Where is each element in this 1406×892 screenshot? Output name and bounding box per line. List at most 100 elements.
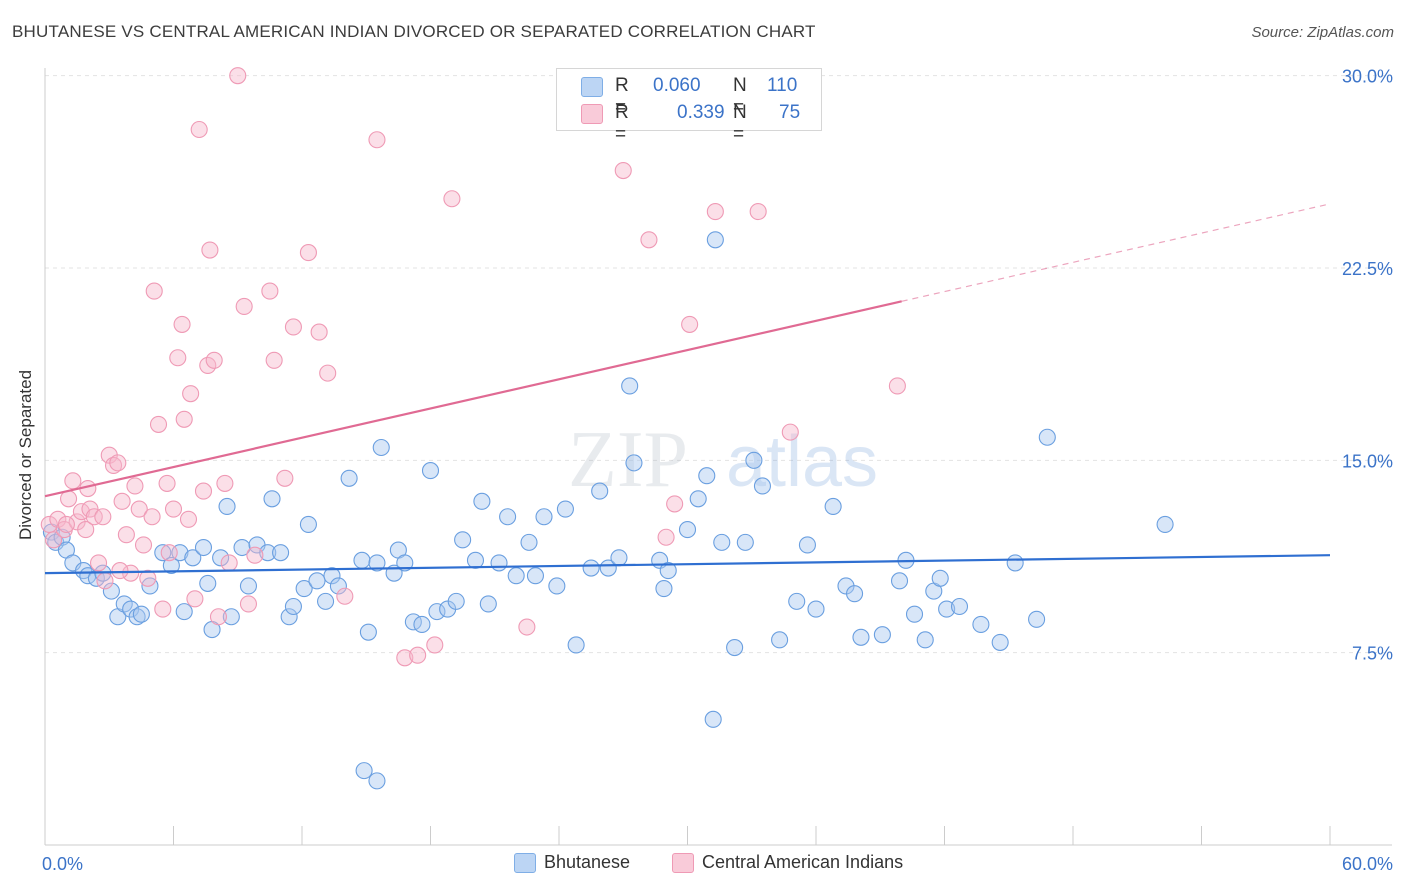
data-point <box>372 438 390 457</box>
data-point <box>175 410 193 428</box>
data-point <box>1156 515 1174 533</box>
data-point <box>299 515 317 533</box>
data-point <box>771 631 789 649</box>
data-point <box>57 515 75 533</box>
data-point <box>317 592 335 610</box>
data-point <box>781 423 799 441</box>
watermark: ZIP atlas <box>568 416 878 504</box>
legend-r-value: 0.339 <box>677 102 725 123</box>
data-point <box>64 472 82 490</box>
data-point <box>666 495 684 513</box>
data-point <box>175 603 193 621</box>
bottom-legend-swatch-bhutanese <box>514 853 536 873</box>
data-point <box>409 646 427 664</box>
data-point <box>706 203 724 221</box>
data-point <box>102 582 120 600</box>
data-point <box>222 608 240 626</box>
data-point <box>428 603 446 621</box>
data-point <box>162 556 180 575</box>
data-point <box>113 492 131 510</box>
legend-n-value: 110 <box>767 75 798 96</box>
data-point <box>938 600 956 618</box>
data-point <box>454 531 472 549</box>
data-point <box>359 623 377 641</box>
data-point <box>599 559 617 577</box>
source-label: Source: ZipAtlas.com <box>1251 24 1394 41</box>
data-point <box>218 497 236 516</box>
data-point <box>473 492 491 510</box>
data-point <box>186 590 204 608</box>
data-point <box>1038 428 1056 446</box>
data-point <box>447 592 465 610</box>
data-point <box>45 531 63 549</box>
data-point <box>591 482 609 500</box>
data-point <box>479 595 497 613</box>
data-point <box>888 377 906 395</box>
data-point <box>749 203 767 221</box>
data-point <box>239 577 258 595</box>
data-point <box>284 318 302 336</box>
data-point <box>582 559 600 577</box>
data-point <box>655 579 673 598</box>
data-point <box>873 626 891 644</box>
data-point <box>190 120 208 139</box>
y-tick-label: 30.0% <box>1342 67 1393 87</box>
data-point <box>216 474 234 492</box>
data-point <box>798 536 816 554</box>
data-point <box>143 508 161 526</box>
data-point <box>704 710 722 728</box>
data-point <box>1028 610 1046 628</box>
data-point <box>263 490 281 508</box>
legend-swatch-bhutanese <box>581 77 603 97</box>
data-point <box>788 592 806 610</box>
data-point <box>194 538 213 557</box>
data-point <box>753 477 772 495</box>
data-point <box>89 554 108 572</box>
data-point <box>164 500 183 518</box>
data-point <box>413 615 431 634</box>
legend-n-label: N = <box>733 75 747 118</box>
data-point <box>726 638 744 657</box>
series-central-american-indians-points <box>40 67 906 667</box>
data-point <box>233 538 251 557</box>
data-point <box>205 351 223 369</box>
chart-title: BHUTANESE VS CENTRAL AMERICAN INDIAN DIV… <box>12 22 816 41</box>
data-point <box>284 597 302 616</box>
data-point <box>340 469 358 487</box>
data-point <box>111 562 129 580</box>
data-point <box>96 572 114 590</box>
data-point <box>353 551 371 569</box>
y-tick-label: 7.5% <box>1352 644 1393 664</box>
data-point <box>368 554 386 572</box>
data-point <box>199 574 217 592</box>
data-point <box>154 600 172 618</box>
data-point <box>134 536 153 554</box>
data-point <box>184 549 202 567</box>
data-point <box>972 615 990 634</box>
data-point <box>443 190 461 208</box>
data-point <box>336 587 354 605</box>
data-point <box>507 567 525 585</box>
data-point <box>681 315 699 333</box>
data-point <box>526 567 544 585</box>
data-point <box>659 562 677 580</box>
data-point <box>265 351 283 369</box>
data-point <box>158 474 176 492</box>
data-point <box>396 649 414 667</box>
data-point <box>678 521 697 539</box>
data-point <box>368 772 386 790</box>
data-point <box>640 231 658 249</box>
data-point <box>625 454 643 472</box>
legend-swatch-central-american-indians <box>581 104 603 124</box>
data-point <box>535 508 553 526</box>
data-point <box>154 544 172 562</box>
data-point <box>209 608 228 626</box>
grid-lines <box>45 75 1392 654</box>
data-point <box>272 544 290 562</box>
data-point <box>145 282 163 300</box>
legend-r-label: R = <box>615 102 629 145</box>
axes <box>44 68 1392 846</box>
data-point <box>117 526 135 544</box>
data-point <box>548 577 566 595</box>
